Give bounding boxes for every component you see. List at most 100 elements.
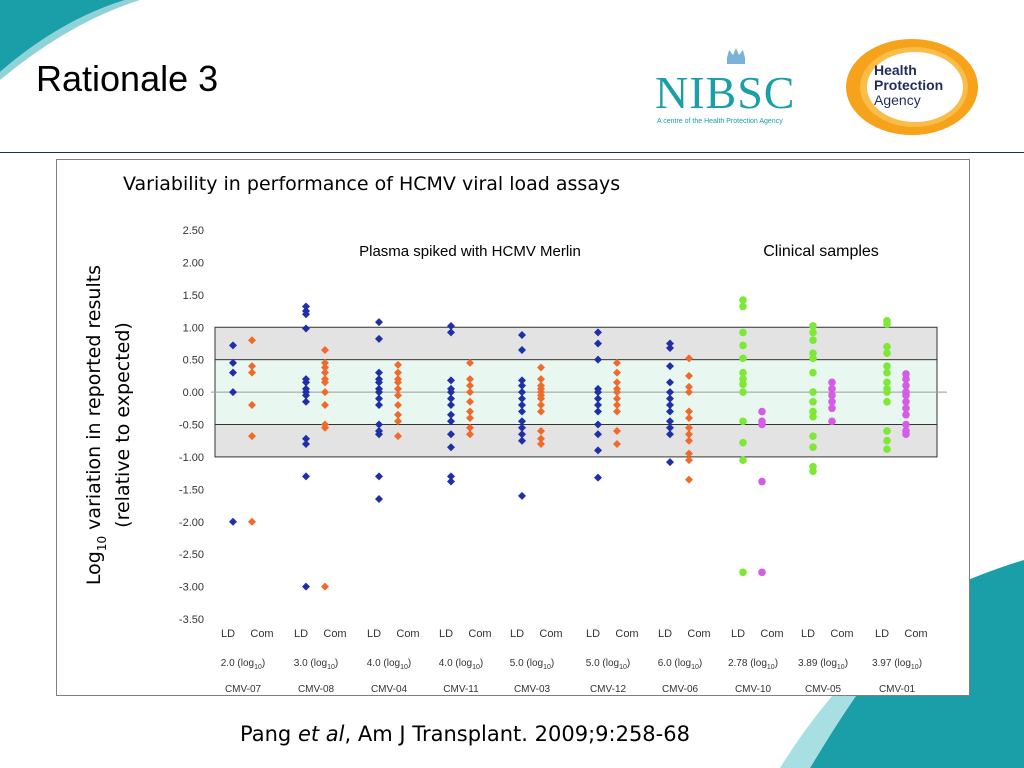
ld-point [518, 381, 526, 390]
com-point [394, 360, 402, 369]
ld-point [739, 417, 747, 426]
com-point [685, 354, 693, 363]
com-point [685, 456, 693, 465]
ld-point [447, 477, 455, 486]
nibsc-wordmark: NIBSC [655, 67, 796, 118]
y-tick-label: 1.00 [183, 322, 204, 334]
ld-point [739, 354, 747, 363]
ld-point [739, 438, 747, 447]
ld-point [375, 318, 383, 327]
com-point [613, 388, 621, 397]
ld-point [666, 417, 674, 426]
ld-point [594, 355, 602, 364]
com-point [537, 439, 545, 448]
com-point [248, 432, 256, 441]
ld-point [883, 342, 891, 351]
ld-point [666, 401, 674, 410]
ld-point [302, 378, 310, 387]
ld-point [447, 328, 455, 337]
ld-point [809, 336, 817, 345]
ld-point [518, 436, 526, 445]
com-point [902, 381, 910, 390]
concentration-log-base: 10 [767, 664, 775, 671]
nibsc-subtitle: A centre of the Health Protection Agency [657, 118, 783, 125]
com-point [828, 417, 836, 426]
com-point [537, 407, 545, 416]
com-point [902, 398, 910, 406]
ld-point [666, 343, 674, 352]
y-tick-label: -0.50 [179, 420, 204, 432]
com-point [394, 384, 402, 393]
ld-point [809, 443, 817, 451]
ld-point [447, 321, 455, 330]
ld-point [518, 331, 526, 340]
concentration-log-base: 10 [254, 664, 262, 671]
sample-name-label: CMV-01 [879, 684, 916, 695]
concentration-value: 4.0 (log [439, 658, 472, 669]
ld-column-label: LD [658, 628, 672, 640]
com-column-label: Com [687, 628, 710, 640]
concentration-log-base: 10 [691, 664, 699, 671]
ld-point [302, 472, 310, 481]
ld-point [666, 362, 674, 371]
com-point [321, 345, 329, 354]
ld-point [809, 322, 817, 330]
slide-title: Rationale 3 [36, 58, 219, 99]
sample-name-label: CMV-12 [590, 684, 627, 695]
hpa-ring-icon [846, 39, 978, 135]
ld-point [809, 328, 817, 337]
ld-point [518, 394, 526, 403]
com-point [466, 397, 474, 406]
ld-point [375, 378, 383, 387]
ld-column-label: LD [731, 628, 745, 640]
citation-etal: et al [297, 722, 345, 746]
com-point [466, 375, 474, 384]
ld-point [447, 430, 455, 439]
ld-point [447, 401, 455, 410]
ld-point [302, 302, 310, 311]
ld-point [302, 397, 310, 406]
ld-column-label: LD [510, 628, 524, 640]
sample-name-label: CMV-05 [805, 684, 842, 695]
ld-point [518, 376, 526, 385]
concentration-value: 2.0 (log [221, 658, 254, 669]
sample-name-label: CMV-06 [662, 684, 699, 695]
com-point [685, 414, 693, 423]
y-axis-label-sub: 10 [95, 536, 109, 551]
com-point [902, 420, 910, 429]
ld-point [666, 407, 674, 416]
ld-point [229, 517, 237, 526]
concentration-close: ) [262, 658, 265, 669]
com-point [394, 432, 402, 441]
section-label-spiked: Plasma spiked with HCMV Merlin [359, 243, 581, 260]
com-point [685, 382, 693, 391]
com-point [394, 410, 402, 419]
concentration-value: 6.0 (log [658, 658, 691, 669]
ld-point [883, 378, 891, 387]
ld-point [447, 376, 455, 385]
com-point [613, 407, 621, 416]
concentration-label: 4.0 (log10) [439, 658, 484, 671]
ld-point [375, 394, 383, 403]
com-point [758, 420, 766, 429]
ld-point [666, 388, 674, 397]
concentration-label: 3.89 (log10) [798, 658, 848, 671]
ld-point [809, 398, 817, 406]
com-point [321, 358, 329, 367]
com-point [828, 391, 836, 400]
ld-point [594, 420, 602, 429]
ld-point [518, 407, 526, 416]
ld-point [883, 427, 891, 435]
y-tick-label: -1.00 [179, 452, 204, 464]
ld-point [883, 445, 891, 453]
com-point [394, 368, 402, 377]
ld-column-label: LD [875, 628, 889, 640]
com-point [466, 423, 474, 432]
y-axis-label-main: variation in reported results [83, 265, 105, 536]
ld-point [302, 434, 310, 443]
com-point [828, 378, 836, 387]
com-point [758, 568, 766, 577]
y-tick-label: 0.50 [183, 355, 204, 367]
ld-point [518, 430, 526, 439]
y-axis-label-log: Log [83, 551, 105, 585]
